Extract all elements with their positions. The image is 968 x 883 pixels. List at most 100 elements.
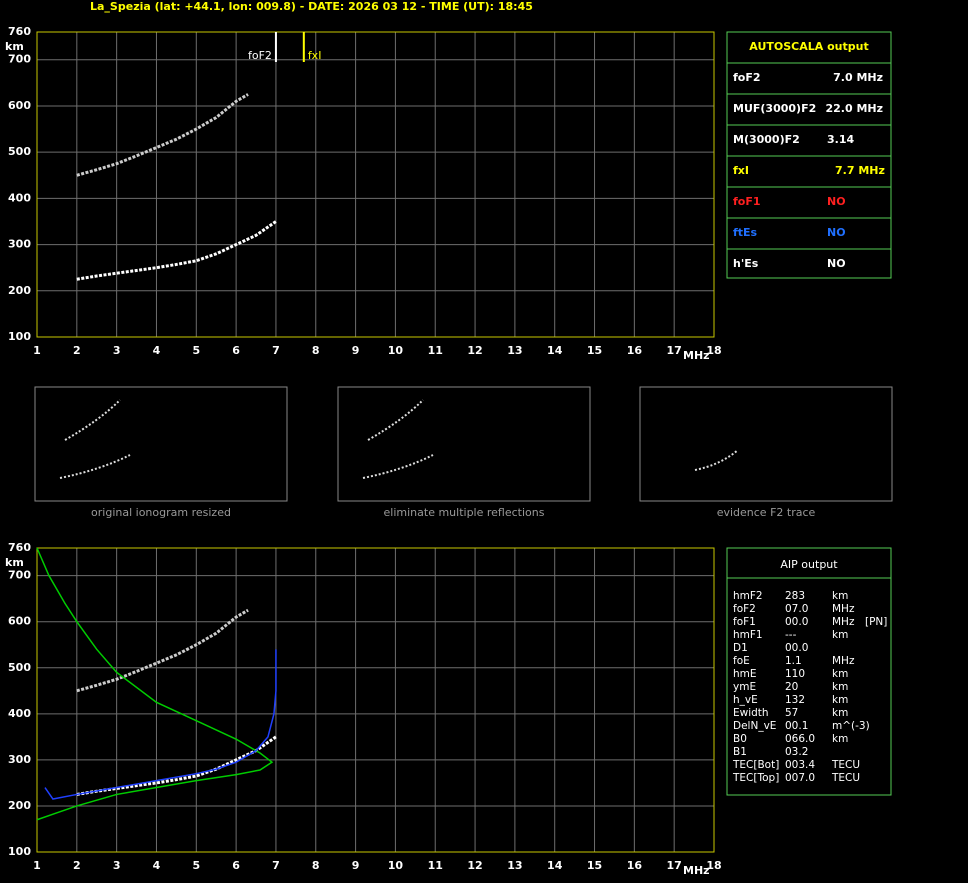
aip-cell: ymE — [733, 681, 756, 693]
aip-cell: --- — [785, 629, 797, 641]
aip-cell: km — [832, 629, 848, 641]
trace — [36, 547, 274, 821]
x-tick-label: 6 — [232, 344, 240, 357]
aip-cell: km — [832, 668, 848, 680]
aip-cell: hmF1 — [733, 629, 763, 641]
aip-cell: km — [832, 707, 848, 719]
aip-cell: 283 — [785, 590, 805, 602]
x-tick-label: 5 — [192, 344, 200, 357]
x-axis-label: MHz — [683, 349, 710, 362]
aip-cell: 132 — [785, 694, 805, 706]
y-tick-label: 100 — [8, 845, 31, 858]
y-tick-label: 600 — [8, 615, 31, 628]
y-tick-label: 600 — [8, 99, 31, 112]
aip-cell: MHz — [832, 616, 855, 628]
x-axis-label: MHz — [683, 864, 710, 877]
table-frame — [726, 31, 892, 279]
aip-cell: Ewidth — [733, 707, 769, 719]
x-tick-label: 7 — [272, 859, 280, 872]
thumb-caption: eliminate multiple reflections — [384, 506, 545, 519]
row-value: 22.0 MHz — [825, 102, 883, 115]
x-tick-label: 3 — [113, 344, 121, 357]
aip-cell: [PN] — [865, 616, 887, 628]
x-tick-label: 15 — [587, 344, 602, 357]
aip-cell: km — [832, 681, 848, 693]
row-value: 3.14 — [827, 133, 854, 146]
x-tick-label: 12 — [467, 859, 482, 872]
y-tick-label: 700 — [8, 569, 31, 582]
row-label: MUF(3000)F2 — [733, 102, 816, 115]
row-value: 7.7 MHz — [835, 164, 885, 177]
x-tick-label: 10 — [388, 344, 404, 357]
row-label: foF1 — [733, 195, 761, 208]
row-value: NO — [827, 226, 846, 239]
x-tick-label: 9 — [352, 344, 360, 357]
aip-cell: m^(-3) — [832, 720, 870, 732]
x-tick-label: 2 — [73, 859, 81, 872]
y-axis-label: km — [5, 556, 24, 569]
row-value: NO — [827, 195, 846, 208]
x-tick-label: 15 — [587, 859, 602, 872]
aip-cell: MHz — [832, 603, 855, 615]
x-tick-label: 6 — [232, 859, 240, 872]
table-frame — [726, 547, 892, 796]
aip-cell: B0 — [733, 733, 747, 745]
aip-cell: 00.1 — [785, 720, 808, 732]
y-tick-label: 400 — [8, 707, 31, 720]
x-tick-label: 3 — [113, 859, 121, 872]
x-tick-label: 7 — [272, 344, 280, 357]
aip-cell: hmE — [733, 668, 757, 680]
x-tick-label: 17 — [667, 859, 682, 872]
y-tick-label: 200 — [8, 799, 31, 812]
x-tick-label: 13 — [507, 859, 522, 872]
trace — [44, 649, 277, 800]
aip-cell: TECU — [831, 759, 860, 771]
x-tick-label: 13 — [507, 344, 522, 357]
marker-label: foF2 — [248, 49, 272, 62]
y-tick-label: 200 — [8, 284, 31, 297]
aip-cell: foE — [733, 655, 750, 667]
thumb-frame — [639, 386, 893, 502]
aip-cell: B1 — [733, 746, 747, 758]
x-tick-label: 14 — [547, 859, 563, 872]
x-tick-label: 11 — [428, 344, 443, 357]
aip-cell: hmF2 — [733, 590, 763, 602]
aip-cell: 00.0 — [785, 616, 808, 628]
thumb-caption: evidence F2 trace — [717, 506, 816, 519]
aip-cell: 110 — [785, 668, 805, 680]
x-tick-label: 17 — [667, 344, 682, 357]
row-label: M(3000)F2 — [733, 133, 800, 146]
header: La_Spezia (lat: +44.1, lon: 009.8) - DAT… — [90, 0, 533, 13]
aip-cell: km — [832, 733, 848, 745]
plot-frame — [36, 547, 715, 853]
x-tick-label: 4 — [153, 859, 161, 872]
aip-cell: 03.2 — [785, 746, 808, 758]
y-tick-label: 100 — [8, 330, 31, 343]
thumb-frame — [337, 386, 591, 502]
x-tick-label: 10 — [388, 859, 404, 872]
y-tick-label: 500 — [8, 145, 31, 158]
row-label: fxI — [733, 164, 749, 177]
x-tick-label: 2 — [73, 344, 81, 357]
x-tick-label: 1 — [33, 344, 41, 357]
thumb-trace — [362, 399, 434, 479]
row-value: NO — [827, 257, 846, 270]
y-tick-label: 300 — [8, 753, 31, 766]
y-tick-label: 300 — [8, 238, 31, 251]
x-tick-label: 12 — [467, 344, 482, 357]
x-tick-label: 18 — [706, 859, 721, 872]
marker-label: fxI — [308, 49, 322, 62]
thumb-trace — [694, 449, 739, 471]
x-tick-label: 8 — [312, 859, 320, 872]
row-label: foF2 — [733, 71, 761, 84]
trace — [76, 608, 249, 693]
row-value: 7.0 MHz — [833, 71, 883, 84]
thumb-frame — [34, 386, 288, 502]
table-title: AUTOSCALA output — [749, 40, 868, 53]
aip-cell: 07.0 — [785, 603, 808, 615]
x-tick-label: 16 — [627, 859, 643, 872]
thumb-caption: original ionogram resized — [91, 506, 231, 519]
row-label: ftEs — [733, 226, 758, 239]
